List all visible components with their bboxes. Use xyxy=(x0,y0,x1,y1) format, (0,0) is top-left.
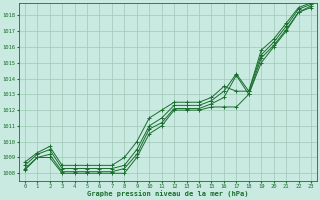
X-axis label: Graphe pression niveau de la mer (hPa): Graphe pression niveau de la mer (hPa) xyxy=(87,190,249,197)
